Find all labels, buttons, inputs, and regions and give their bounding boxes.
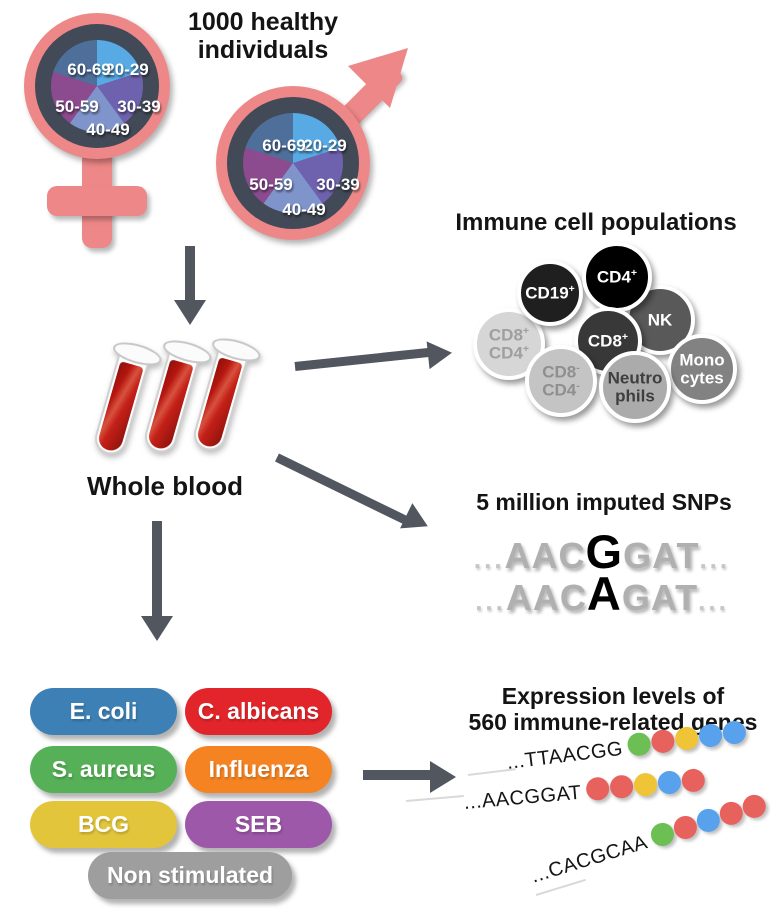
stimulus-influenza: Influenza [185, 746, 332, 793]
age-label: 50-59 [249, 175, 293, 194]
age-label: 30-39 [117, 97, 161, 116]
stimulus-non-stimulated: Non stimulated [88, 852, 292, 899]
expression-dot [657, 770, 683, 796]
expression-dot [739, 792, 769, 821]
age-label: 40-49 [86, 120, 130, 139]
cell-cd19: CD19+ [517, 260, 583, 326]
snps-title: 5 million imputed SNPs [476, 489, 732, 515]
expression-dot [681, 768, 707, 794]
age-label: 30-39 [316, 175, 360, 194]
age-label: 60-69 [67, 60, 111, 79]
stimulus-bcg: BCG [30, 801, 177, 848]
age-label: 60-69 [262, 136, 306, 155]
stimulus-c-albicans: C. albicans [185, 688, 332, 735]
expression-dot [633, 772, 659, 798]
age-label: 50-59 [55, 97, 99, 116]
expression-dot [650, 728, 677, 755]
stimulus-seb: SEB [185, 801, 332, 848]
expression-dot [674, 725, 700, 752]
stimulus-s-aureus: S. aureus [30, 746, 177, 793]
age-pie-chart: 20-29 30-39 40-49 50-59 60-69 [51, 40, 161, 139]
female-symbol-crossbar [47, 186, 147, 216]
pie-ring: 20-29 30-39 40-49 50-59 60-69 [35, 24, 161, 148]
age-label: 20-29 [303, 136, 347, 155]
female-age-pie: 20-29 30-39 40-49 50-59 60-69 [24, 13, 170, 159]
expression-dot [721, 719, 748, 746]
age-label: 40-49 [282, 200, 326, 219]
expression-dot [717, 799, 746, 829]
stimulus-e-coli: E. coli [30, 688, 177, 735]
whole-blood-label: Whole blood [87, 471, 243, 501]
pie-ring: 20-29 30-39 40-49 50-59 60-69 [227, 97, 360, 229]
expression-dot [626, 731, 653, 758]
gene-expression-row: ...AACGGAT [463, 768, 707, 816]
expression-dot [585, 776, 611, 802]
expression-dot [671, 813, 700, 843]
expression-dot [609, 774, 635, 800]
cell-cd4: CD4+ [582, 242, 652, 312]
cell-cd8neg-cd4neg: CD8- CD4- [525, 345, 597, 417]
immune-cells-title: Immune cell populations [455, 209, 737, 236]
expression-dot [694, 806, 723, 836]
gene-expression-row: ...CACGCAA [528, 792, 769, 890]
male-age-pie: 20-29 30-39 40-49 50-59 60-69 [216, 86, 370, 240]
cell-monocytes: Mono cytes [667, 334, 737, 404]
expression-dot [648, 820, 677, 850]
age-label: 20-29 [105, 60, 149, 79]
dna-strand-line [405, 794, 464, 802]
snp-sequence-ref: ...AACGGAT... [473, 525, 731, 578]
expression-title-line1: Expression levels of [501, 683, 725, 709]
expression-dot [698, 722, 724, 749]
snp-sequence-alt: ...AACAGAT... [475, 567, 729, 620]
age-pie-chart: 20-29 30-39 40-49 50-59 60-69 [243, 113, 360, 219]
page-title: 1000 healthy individuals [187, 8, 339, 64]
cell-neutrophils: Neutro phils [599, 351, 671, 423]
